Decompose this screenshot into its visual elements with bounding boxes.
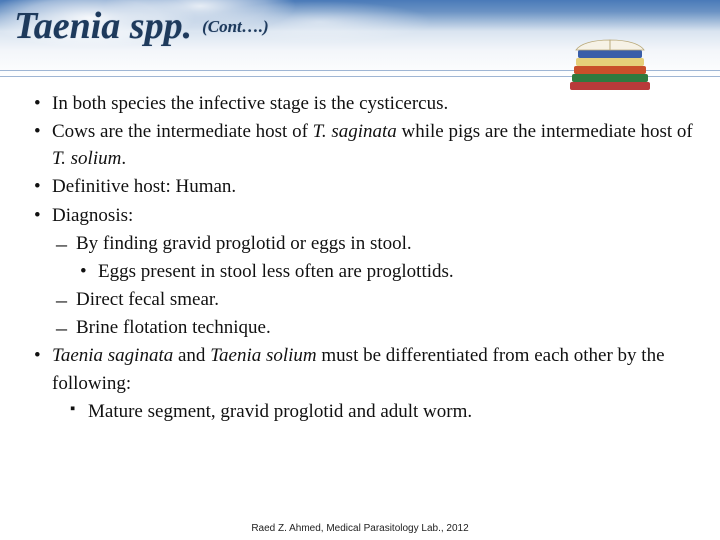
title-main: Taenia spp. [14,5,192,47]
title-sub: (Cont….) [196,17,269,36]
bullet-1: In both species the infective stage is t… [30,90,702,117]
bullet-4-1-text: By finding gravid proglotid or eggs in s… [76,233,412,254]
bullet-2-b: while pigs are the intermediate host of [397,121,693,142]
bullet-5-sublist: Mature segment, gravid proglotid and adu… [66,398,702,425]
bullet-3: Definitive host: Human. [30,173,702,200]
bullet-5-a: and [178,345,210,366]
bullet-4-2: Direct fecal smear. [52,286,702,313]
page-title: Taenia spp. (Cont….) [14,4,269,48]
bullet-4-1: By finding gravid proglotid or eggs in s… [52,230,702,285]
content-body: In both species the infective stage is t… [30,90,702,426]
bullet-4-text: Diagnosis: [52,205,133,226]
bullet-5-1-text: Mature segment, gravid proglotid and adu… [88,401,472,422]
bullet-4-3-text: Brine flotation technique. [76,317,271,338]
bullet-2-a: Cows are the intermediate host of [52,121,313,142]
bullet-2-i1: T. saginata [313,121,397,142]
bullet-4-sublist: By finding gravid proglotid or eggs in s… [52,230,702,342]
footer-text: Raed Z. Ahmed, Medical Parasitology Lab.… [0,523,720,534]
bullet-5-i2: Taenia solium [210,345,321,366]
bullet-4: Diagnosis: By finding gravid proglotid o… [30,202,702,342]
bullet-1-text: In both species the infective stage is t… [52,93,448,114]
bullet-4-1-1: Eggs present in stool less often are pro… [76,258,702,285]
bullet-4-3: Brine flotation technique. [52,314,702,341]
bullet-4-2-text: Direct fecal smear. [76,289,219,310]
bullet-2-c: . [121,148,126,169]
bullet-5: Taenia saginata and Taenia solium must b… [30,342,702,424]
bullet-list: In both species the infective stage is t… [30,90,702,425]
bullet-5-i1: Taenia saginata [52,345,178,366]
bullet-4-1-sublist: Eggs present in stool less often are pro… [76,258,702,285]
bullet-4-1-1-text: Eggs present in stool less often are pro… [98,261,454,282]
bullet-3-text: Definitive host: Human. [52,176,236,197]
bullet-2: Cows are the intermediate host of T. sag… [30,118,702,172]
bullet-2-i2: T. solium [52,148,121,169]
bullet-5-1: Mature segment, gravid proglotid and adu… [66,398,702,425]
